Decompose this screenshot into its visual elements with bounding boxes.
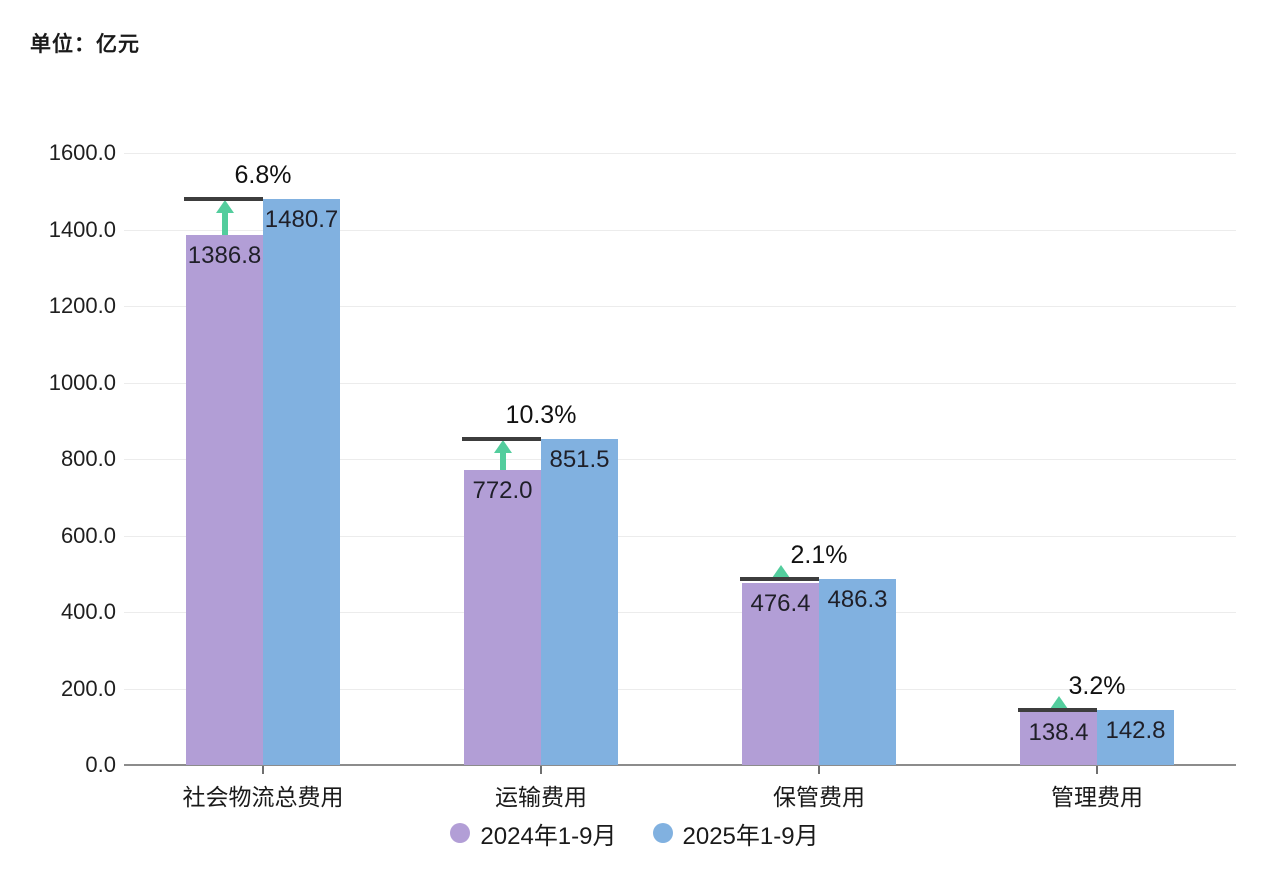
growth-arrow-icon	[493, 440, 512, 454]
bar-value-label-2024: 476.4	[750, 589, 811, 617]
legend: 2024年1-9月 2025年1-9月	[0, 815, 1269, 851]
bar-series-2025[interactable]	[819, 578, 896, 765]
x-axis-line	[124, 764, 1236, 766]
legend-item-label: 2025年1-9月	[682, 822, 819, 850]
growth-marker-line	[462, 437, 541, 442]
growth-arrow-shaft	[499, 450, 506, 470]
y-axis-tick-label: 0.0	[85, 752, 116, 777]
growth-arrow-icon	[1049, 696, 1068, 710]
bar-series-2025[interactable]	[263, 198, 340, 765]
growth-percent-label: 6.8%	[234, 160, 292, 189]
y-axis-tick-label: 600.0	[60, 522, 116, 548]
bar-series-2024[interactable]	[464, 469, 541, 765]
growth-marker-line	[740, 576, 819, 581]
y-axis-tick-label: 800.0	[60, 446, 116, 471]
bar-value-label-2025: 486.3	[827, 585, 888, 613]
bar-value-label-2024: 1386.8	[187, 241, 262, 269]
gridline	[124, 153, 1236, 154]
growth-percent-label: 3.2%	[1068, 672, 1126, 701]
gridline	[124, 688, 1236, 690]
legend-item-2024[interactable]: 2024年1-9月	[450, 816, 617, 851]
growth-percent-label: 2.1%	[790, 540, 848, 569]
gridline	[124, 306, 1236, 307]
gridline	[124, 612, 1236, 613]
bar-value-label-2025: 142.8	[1105, 717, 1166, 745]
growth-arrow-icon	[771, 564, 790, 578]
legend-item-label: 2024年1-9月	[480, 822, 617, 850]
x-axis-tick	[262, 766, 264, 774]
growth-marker-line	[184, 196, 263, 201]
bar-value-label-2024: 138.4	[1028, 719, 1089, 747]
x-axis-category-label: 社会物流总费用	[182, 784, 344, 810]
bar-series-2024[interactable]	[1020, 712, 1097, 765]
growth-percent-label: 10.3%	[505, 401, 577, 430]
x-axis-tick	[818, 766, 820, 774]
legend-item-2025[interactable]: 2025年1-9月	[652, 816, 819, 851]
growth-marker-line	[1018, 708, 1097, 713]
y-axis-tick-label: 1400.0	[48, 216, 116, 242]
growth-arrow-icon	[215, 199, 234, 213]
gridline	[124, 535, 1236, 537]
y-axis-tick-label: 400.0	[60, 599, 116, 624]
x-axis-category-label: 运输费用	[495, 784, 587, 810]
bar-series-2025[interactable]	[1097, 710, 1174, 765]
unit-label: 单位：亿元	[30, 33, 140, 56]
gridline	[124, 459, 1236, 460]
bar-value-label-2025: 851.5	[549, 446, 610, 474]
x-axis-category-label: 保管费用	[773, 784, 865, 810]
bar-series-2024[interactable]	[742, 582, 819, 765]
x-axis-tick	[1096, 766, 1098, 774]
bar-series-2025[interactable]	[541, 439, 618, 765]
bar-series-2024[interactable]	[186, 234, 263, 765]
y-axis-tick-label: 1600.0	[48, 140, 116, 165]
bar-value-label-2025: 1480.7	[264, 205, 339, 233]
y-axis-tick-label: 200.0	[60, 675, 116, 701]
gridline	[124, 229, 1236, 231]
growth-arrow-shaft	[221, 209, 228, 235]
y-axis-tick-label: 1200.0	[48, 293, 116, 318]
x-axis-category-label: 管理费用	[1051, 784, 1143, 810]
y-axis-tick-label: 1000.0	[48, 369, 116, 395]
x-axis-tick	[540, 766, 542, 774]
gridline	[124, 382, 1236, 384]
legend-dot-icon	[652, 823, 673, 843]
legend-dot-icon	[450, 823, 471, 843]
bar-value-label-2024: 772.0	[472, 476, 533, 504]
